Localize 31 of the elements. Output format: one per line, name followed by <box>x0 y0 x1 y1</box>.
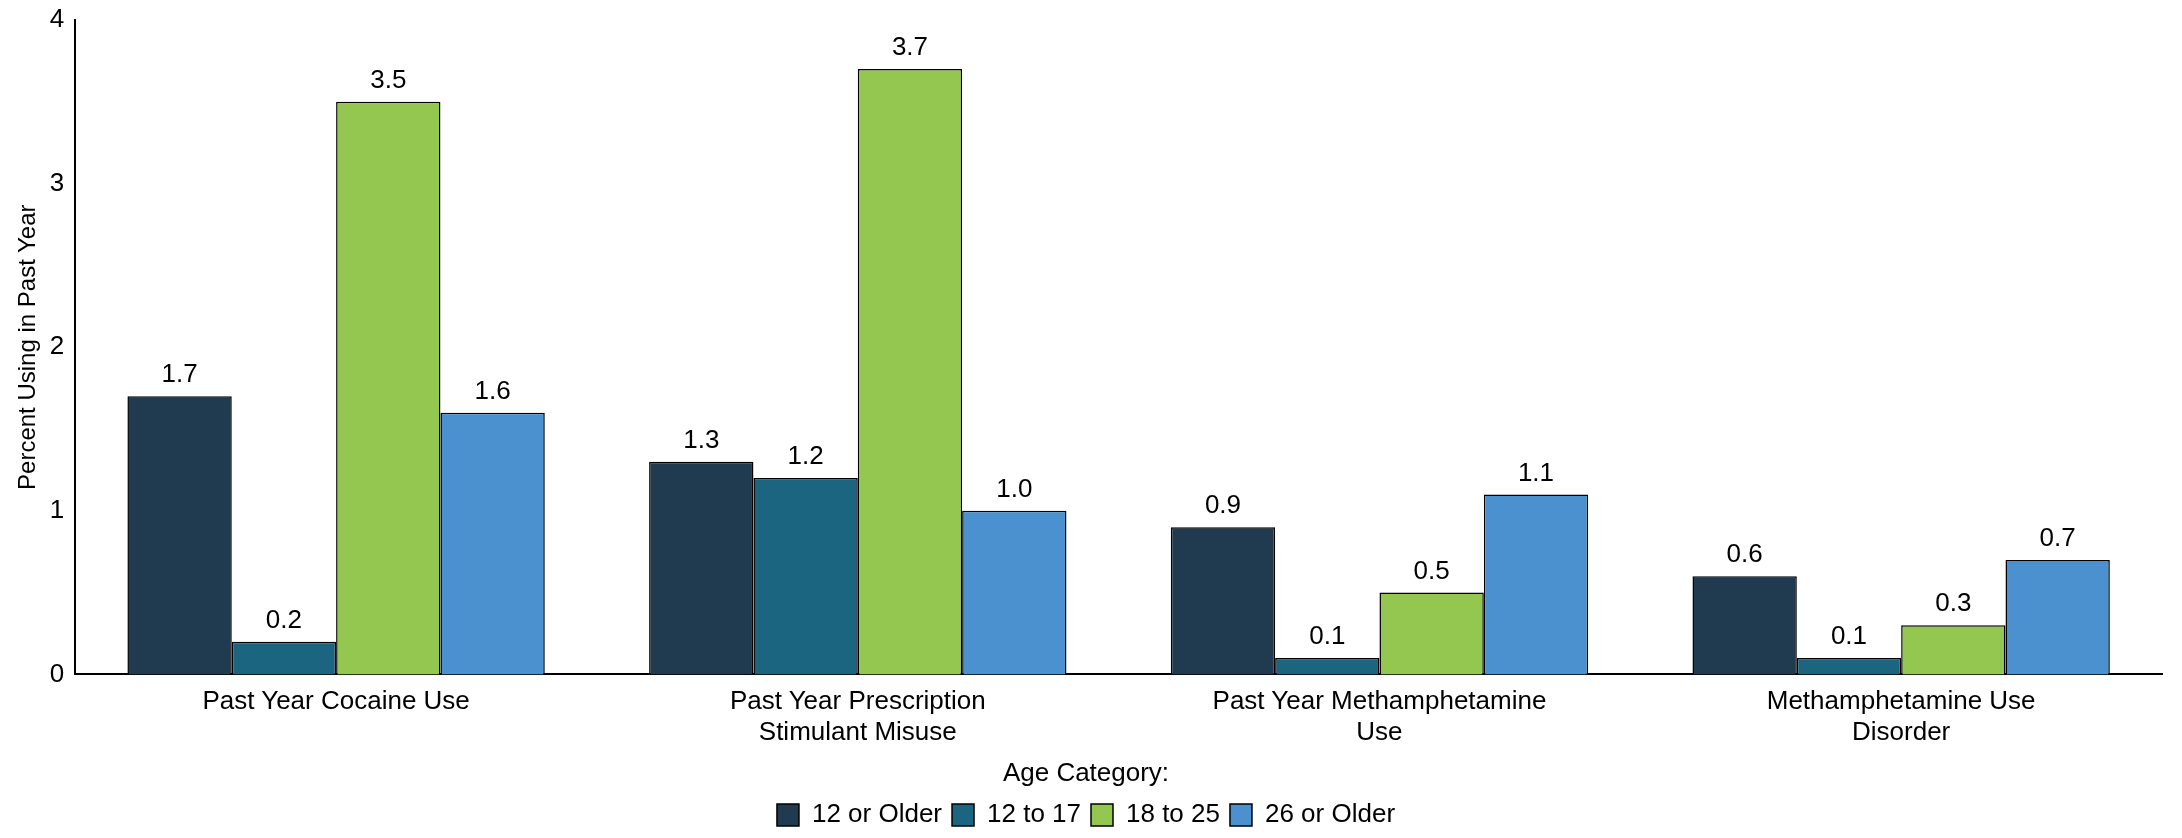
data-label: 1.0 <box>996 472 1033 503</box>
legend-label: 12 to 17 <box>987 798 1082 829</box>
data-label: 0.6 <box>1726 538 1763 569</box>
data-label: 1.2 <box>787 440 824 471</box>
data-label: 1.1 <box>1517 456 1555 487</box>
x-tick-label: Past Year Methamphetamine Use <box>1212 685 1547 747</box>
data-label: 1.3 <box>683 423 720 454</box>
data-label: 0.2 <box>265 603 303 634</box>
x-tick-label: Past Year Prescription Stimulant Misuse <box>729 685 986 747</box>
data-label: 3.5 <box>370 63 407 94</box>
data-label: 1.7 <box>161 358 198 389</box>
x-tick-label: Past Year Cocaine Use <box>202 685 470 716</box>
legend-title: Age Category: <box>1002 756 1170 787</box>
y-tick-label: 4 <box>49 3 65 34</box>
x-tick-label: Methamphetamine Use Disorder <box>1766 685 2036 747</box>
legend-label: 18 to 25 <box>1126 798 1220 829</box>
data-label: 1.6 <box>474 374 511 405</box>
data-label: 0.3 <box>1935 587 1972 618</box>
data-label: 0.1 <box>1309 620 1346 651</box>
y-tick-label: 0 <box>49 657 65 688</box>
y-tick-label: 1 <box>49 493 65 524</box>
data-label: 3.7 <box>891 31 929 62</box>
data-label: 0.9 <box>1204 489 1242 520</box>
legend-label: 12 or Older <box>811 798 943 829</box>
legend-label: 26 or Older <box>1264 798 1396 829</box>
y-tick-label: 3 <box>49 166 65 197</box>
y-axis-title: Percent Using in Past Year <box>13 204 41 490</box>
y-tick-label: 2 <box>49 330 65 361</box>
data-label: 0.1 <box>1830 620 1868 651</box>
data-label: 0.7 <box>2039 522 2076 553</box>
data-label: 0.5 <box>1413 554 1450 585</box>
